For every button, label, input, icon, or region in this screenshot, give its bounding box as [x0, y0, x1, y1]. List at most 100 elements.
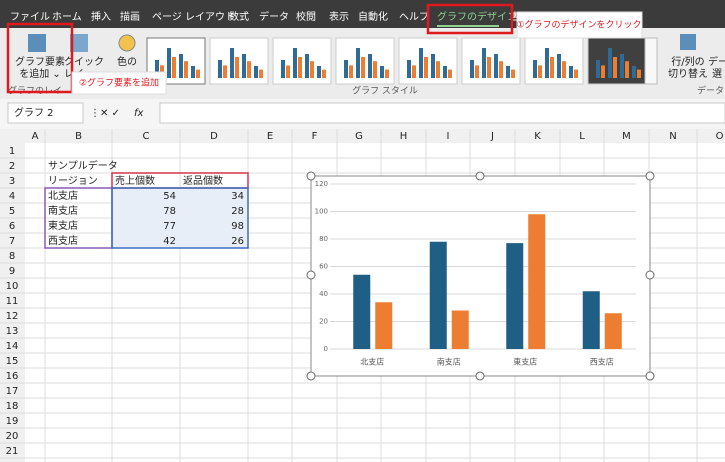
y-tick-label: 100 [315, 208, 328, 216]
thumb-bar [184, 61, 188, 78]
y-tick-label: 20 [319, 318, 328, 326]
ribbon-tab[interactable]: ヘルプ [399, 11, 429, 23]
thumb-bar [574, 69, 578, 78]
thumb-bar [322, 69, 326, 78]
group-label: データ [697, 85, 724, 97]
thumb-bar [298, 57, 302, 78]
header-cell: 売上個数 [115, 174, 155, 187]
gallery-scroll[interactable] [644, 37, 658, 85]
thumb-bar [167, 48, 171, 78]
thumb-bar [310, 61, 314, 78]
ribbon-tab[interactable]: 書 [510, 10, 520, 23]
resize-handle[interactable] [645, 371, 655, 381]
switch-button[interactable]: 切り替え [668, 67, 708, 80]
ribbon-tab[interactable]: 校閲 [296, 10, 316, 23]
ribbon-tab[interactable]: グラフのデザイン [437, 10, 517, 23]
column-header: N [669, 131, 676, 142]
resize-handle[interactable] [475, 171, 485, 181]
ribbon-tab[interactable]: データ [259, 10, 289, 23]
formula-input[interactable] [159, 102, 725, 124]
thumb-bar [223, 65, 227, 78]
bar [528, 214, 546, 349]
thumb-bar [569, 66, 573, 78]
thumb-bar [632, 66, 636, 78]
highlight-box [426, 3, 514, 35]
ribbon-tab[interactable]: 表示 [329, 10, 349, 23]
ribbon-tab[interactable]: 数式 [229, 10, 249, 23]
ribbon-tab[interactable]: ファイル [10, 12, 50, 23]
row-header: 13 [6, 326, 19, 337]
column-header: I [447, 131, 450, 142]
row-header: 19 [6, 416, 19, 427]
cell: 34 [231, 191, 244, 202]
row-header: 6 [9, 221, 15, 232]
icon [28, 34, 46, 52]
row-header: 17 [6, 386, 19, 397]
row-header: 4 [9, 191, 15, 202]
quick-layout-button[interactable]: クイック [64, 56, 104, 68]
thumb-bar [596, 60, 600, 78]
thumb-bar [506, 66, 510, 78]
resize-handle[interactable] [645, 270, 655, 280]
cell: 北支店 [48, 189, 78, 202]
row-header: 2 [9, 161, 15, 172]
cell: 77 [163, 221, 176, 232]
formula-icons: ⋮ [90, 108, 100, 119]
thumb-bar [482, 48, 486, 78]
row-header: 11 [6, 296, 19, 307]
icon [70, 34, 88, 52]
callout-box [516, 11, 643, 39]
row-header: 10 [6, 281, 19, 292]
thumb-bar [368, 54, 372, 78]
thumb-bar [424, 57, 428, 78]
thumb-bar [380, 66, 384, 78]
column-header: H [400, 131, 408, 142]
cell: 26 [231, 236, 244, 247]
thumb-bar [247, 61, 251, 78]
name-box[interactable] [7, 102, 84, 124]
bar [604, 313, 622, 349]
range-border [111, 187, 249, 249]
cell: 西支店 [48, 234, 78, 247]
formula-icons: ✕ ✓ [100, 108, 120, 119]
add-element-button[interactable]: を追加 ⌄ [19, 67, 61, 80]
switch-button[interactable]: 行/列の [671, 55, 704, 68]
resize-handle[interactable] [306, 270, 316, 280]
y-tick-label: 60 [319, 263, 328, 271]
ribbon-tab[interactable]: 挿入 [91, 10, 111, 23]
thumb-bar [436, 61, 440, 78]
column-header-bar [0, 129, 725, 143]
cell: 南支店 [48, 204, 78, 217]
thumb-bar [448, 69, 452, 78]
resize-handle[interactable] [645, 171, 655, 181]
add-element-button[interactable]: グラフ要素 [15, 55, 65, 68]
resize-handle[interactable] [306, 171, 316, 181]
ribbon-tab[interactable]: ページ レイアウト [152, 11, 235, 23]
y-tick-label: 0 [324, 345, 328, 353]
thumb-bar [470, 60, 474, 78]
thumb-bar [281, 60, 285, 78]
bar [375, 302, 393, 349]
thumb-bar [385, 69, 389, 78]
ribbon-tab[interactable]: 自動化 [358, 10, 388, 23]
thumb-bar [533, 60, 537, 78]
column-header: F [312, 131, 318, 142]
thumb-bar [155, 60, 159, 78]
resize-handle[interactable] [475, 371, 485, 381]
select-data-button[interactable]: 選 [712, 67, 722, 80]
thumb-bar [419, 48, 423, 78]
thumb-bar [538, 65, 542, 78]
ribbon-tab[interactable]: ホーム [52, 11, 82, 23]
colors-button[interactable]: 色の [117, 55, 137, 68]
resize-handle[interactable] [306, 371, 316, 381]
thumb-bar [344, 60, 348, 78]
callout-box [71, 71, 167, 95]
icon [680, 34, 696, 50]
thumb-bar [545, 48, 549, 78]
column-header: B [75, 131, 82, 142]
y-tick-label: 40 [319, 290, 328, 298]
thumb-bar [356, 48, 360, 78]
thumb-bar [431, 54, 435, 78]
ribbon-tab[interactable]: 描画 [120, 10, 140, 23]
select-data-button[interactable]: デー [708, 55, 725, 68]
